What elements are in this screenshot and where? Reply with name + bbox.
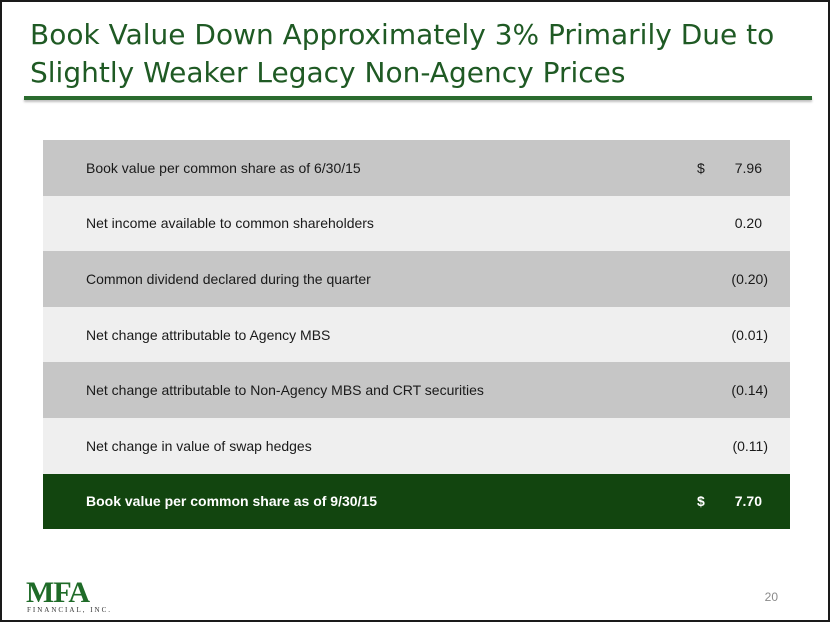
row-value: (0.20)	[731, 270, 768, 287]
row-label: Common dividend declared during the quar…	[86, 270, 371, 287]
table-row: Common dividend declared during the quar…	[43, 251, 790, 307]
slide-title-line-2: Slightly Weaker Legacy Non-Agency Prices	[30, 56, 626, 89]
total-value: 7.70	[734, 493, 762, 510]
book-value-table: Book value per common share as of 6/30/1…	[43, 140, 790, 530]
total-currency: $	[697, 493, 705, 510]
table-row: Net change attributable to Agency MBS (0…	[43, 306, 790, 363]
logo-letters: MFA	[26, 576, 90, 609]
table-row: Book value per common share as of 6/30/1…	[43, 140, 790, 196]
row-label: Book value per common share as of 6/30/1…	[86, 159, 361, 176]
row-value: (0.11)	[732, 437, 768, 454]
row-value: 0.20	[734, 215, 762, 232]
slide-title-line-1: Book Value Down Approximately 3% Primari…	[30, 18, 775, 51]
page-number: 20	[764, 590, 778, 604]
total-label: Book value per common share as of 9/30/1…	[86, 493, 378, 510]
row-value: 7.96	[734, 159, 762, 176]
slide-title: Book Value Down Approximately 3% Primari…	[30, 16, 800, 92]
table-row: Net change attributable to Non-Agency MB…	[43, 362, 790, 418]
logo-subtitle: FINANCIAL, INC.	[27, 606, 113, 614]
row-value: (0.01)	[731, 326, 768, 343]
row-label: Net income available to common sharehold…	[86, 215, 374, 232]
title-divider	[24, 96, 812, 100]
row-value: (0.14)	[731, 382, 768, 399]
row-currency: $	[697, 159, 705, 176]
row-label: Net change attributable to Agency MBS	[86, 326, 331, 343]
row-label: Net change in value of swap hedges	[86, 437, 312, 454]
company-logo: MFA FINANCIAL, INC.	[26, 576, 118, 616]
total-row: Book value per common share as of 9/30/1…	[43, 473, 790, 530]
row-label: Net change attributable to Non-Agency MB…	[86, 382, 484, 399]
table-row: Net change in value of swap hedges (0.11…	[43, 417, 790, 474]
table-row: Net income available to common sharehold…	[43, 195, 790, 252]
